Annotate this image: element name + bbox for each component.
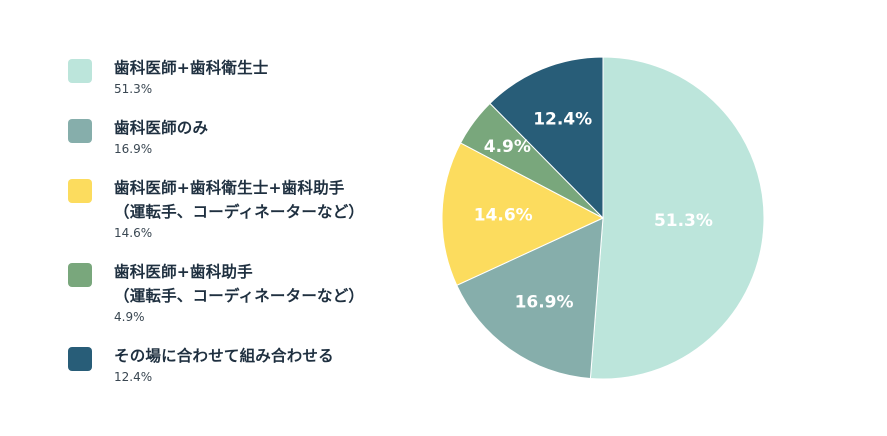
pie-slice-label: 14.6% (474, 205, 533, 225)
legend-swatch (68, 119, 92, 143)
legend-swatch (68, 263, 92, 287)
pie-slice (456, 217, 604, 380)
legend-label: 歯科医師のみ (114, 119, 209, 137)
pie-slice (589, 56, 765, 380)
legend-label: 歯科医師+歯科衛生士+歯科助手 （運転手、コーディネーターなど） (114, 179, 365, 221)
pie-slice-label: 12.4% (533, 110, 592, 130)
legend-label: 歯科医師+歯科衛生士 (114, 59, 269, 77)
legend-percent: 51.3% (114, 82, 153, 96)
pie-slices (441, 56, 765, 380)
pie-slice-label: 16.9% (515, 293, 574, 313)
legend-swatch (68, 347, 92, 371)
pie-slice (441, 142, 605, 287)
pie-labels: 51.3% 16.9% 14.6% 4.9%12.4% (474, 110, 713, 313)
legend-label: 歯科医師+歯科助手 （運転手、コーディネーターなど） (114, 263, 365, 305)
pie-slice-label: 51.3% (654, 211, 713, 231)
legend-percent: 14.6% (114, 226, 153, 240)
legend-swatch (68, 59, 92, 83)
pie-slice-label: 4.9% (484, 137, 531, 157)
legend-percent: 16.9% (114, 142, 153, 156)
legend-percent: 4.9% (114, 310, 145, 324)
pie-slice (489, 56, 604, 220)
legend-swatch (68, 179, 92, 203)
legend-percent: 12.4% (114, 370, 153, 384)
legend-label: その場に合わせて組み合わせる (114, 347, 334, 365)
